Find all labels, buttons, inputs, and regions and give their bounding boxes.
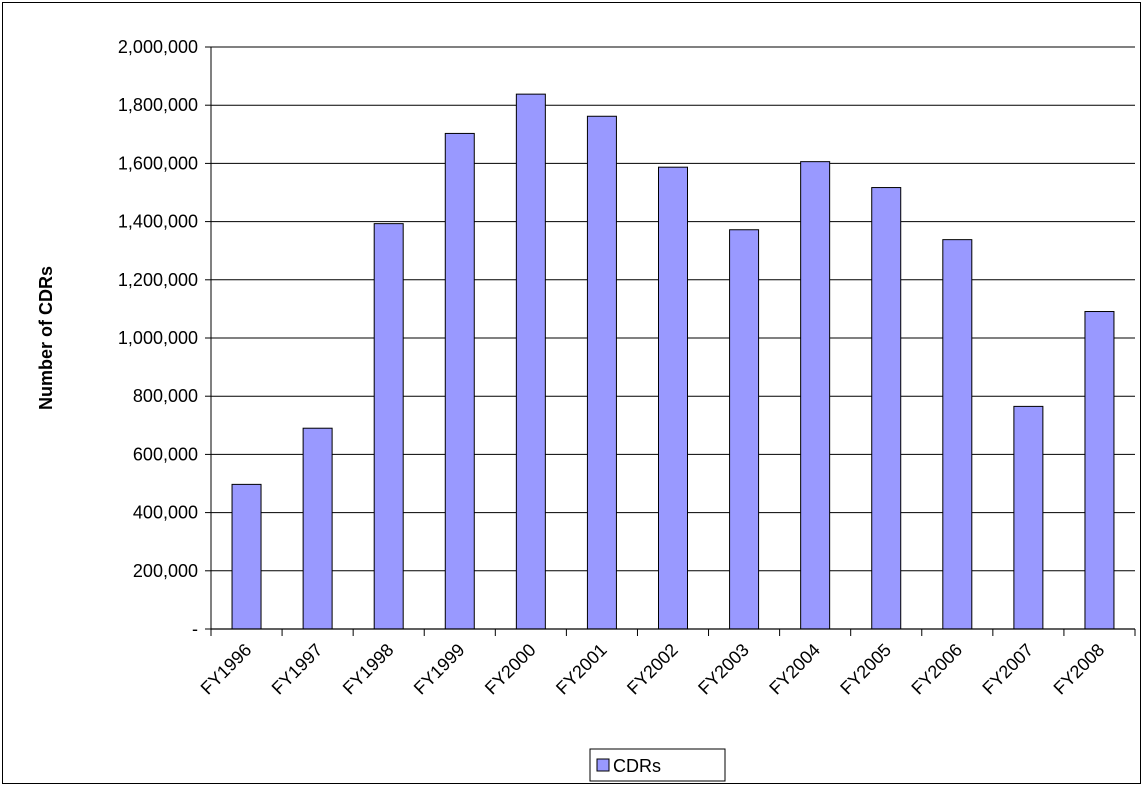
x-tick-label: FY1999 <box>410 640 469 699</box>
bar-fy1996 <box>231 483 262 630</box>
y-tick-label: 1,400,000 <box>118 212 198 232</box>
x-tick-label: FY1997 <box>268 640 327 699</box>
x-tick-label: FY2007 <box>978 640 1037 699</box>
bars <box>231 93 1115 630</box>
bar-fy2003 <box>729 229 760 630</box>
legend-swatch <box>596 758 610 772</box>
bar-fy2008 <box>1084 311 1115 630</box>
x-tick-label: FY2004 <box>765 640 824 699</box>
legend-label-cdrs: CDRs <box>613 756 661 776</box>
y-tick-label: 1,000,000 <box>118 328 198 348</box>
x-tick-label: FY2001 <box>552 640 611 699</box>
y-tick-label: 600,000 <box>133 444 198 464</box>
y-tick-label: 1,600,000 <box>118 153 198 173</box>
y-tick-label: 800,000 <box>133 386 198 406</box>
legend: CDRs <box>589 748 726 782</box>
bar-fy1997 <box>302 427 333 630</box>
bar-fy2004 <box>800 161 831 630</box>
bar-fy2002 <box>658 166 688 630</box>
y-tick-labels: - 200,000 400,000 600,000 800,000 1,000,000 1,… <box>118 37 198 639</box>
x-tick-label: FY1996 <box>197 640 256 699</box>
axes <box>210 47 1136 636</box>
x-tick-label: FY2005 <box>836 640 895 699</box>
x-tick-label: FY1998 <box>339 640 398 699</box>
bar-fy1999 <box>444 132 475 630</box>
x-tick-label: FY2003 <box>694 640 753 699</box>
x-tick-label: FY2002 <box>623 640 682 699</box>
bar-fy2000 <box>515 93 546 630</box>
y-tick-label: 2,000,000 <box>118 37 198 57</box>
x-tick-label: FY2008 <box>1050 640 1109 699</box>
x-tick-labels: FY1996 FY1997 FY1998 FY1999 FY2000 FY2001 FY20… <box>197 640 1109 699</box>
legend-box <box>589 748 726 782</box>
bar-fy2001 <box>586 115 617 630</box>
bar-fy2006 <box>942 239 973 630</box>
y-tick-label: 400,000 <box>133 503 198 523</box>
y-tick-label: 1,200,000 <box>118 270 198 290</box>
x-tick-label: FY2000 <box>481 640 540 699</box>
bar-fy2007 <box>1013 405 1044 630</box>
bar-fy1998 <box>373 223 404 630</box>
y-tick-label: 1,800,000 <box>118 95 198 115</box>
y-axis-title: Number of CDRs <box>36 266 56 410</box>
y-tick-label: 200,000 <box>133 561 198 581</box>
x-tick-label: FY2006 <box>907 640 966 699</box>
bar-fy2005 <box>871 187 902 630</box>
y-tick-label: - <box>192 619 198 639</box>
